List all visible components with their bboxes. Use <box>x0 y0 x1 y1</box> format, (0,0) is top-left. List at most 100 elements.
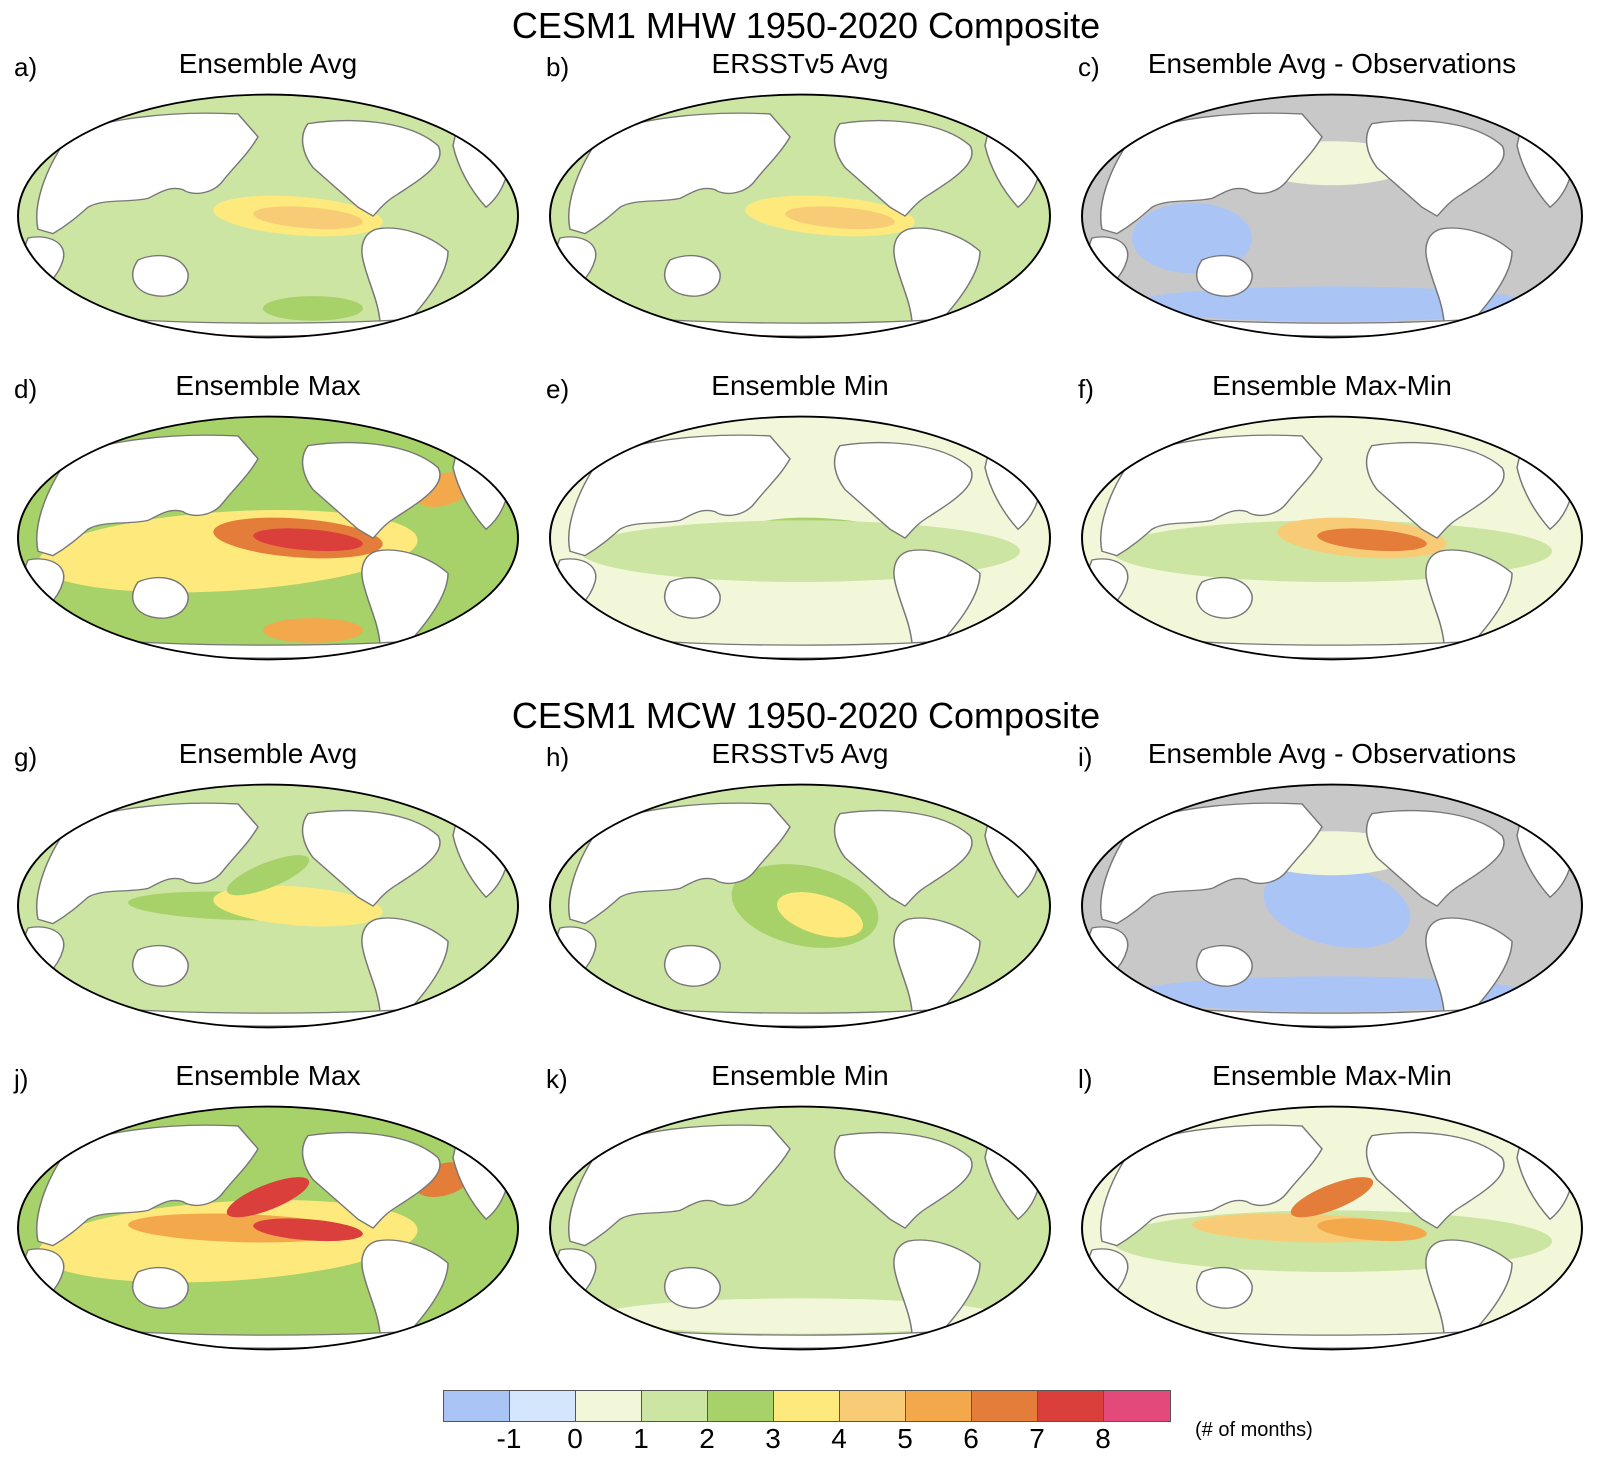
landmass <box>833 120 973 217</box>
anomaly-region-south-pacific <box>263 618 363 643</box>
panel-title: Ensemble Min <box>711 1060 889 1091</box>
mhw-section-title: CESM1 MHW 1950-2020 Composite <box>511 5 1101 46</box>
landmass <box>301 810 441 907</box>
landmass <box>22 558 65 619</box>
map-outline <box>17 93 519 339</box>
landmass <box>1365 810 1505 907</box>
landmass <box>1196 254 1253 297</box>
landmass <box>1100 434 1323 557</box>
panel-letter: c) <box>1078 52 1100 82</box>
anomaly-region-central-pacific-wedge <box>1263 864 1411 948</box>
map-panel: h) ERSSTv5 Avg <box>540 738 1060 1038</box>
panel-title: ERSSTv5 Avg <box>711 48 889 79</box>
landmass <box>664 944 721 987</box>
panel-title: ERSSTv5 Avg <box>711 738 889 769</box>
panel-title: Ensemble Avg - Observations <box>1147 48 1517 79</box>
landmass <box>554 236 597 297</box>
anomaly-region-south-pacific <box>263 296 363 321</box>
panel-title: Ensemble Max <box>175 370 361 401</box>
landmass <box>1365 442 1505 539</box>
landmass <box>132 1266 189 1309</box>
landmass <box>1196 576 1253 619</box>
landmass <box>554 1248 597 1309</box>
map-outline <box>1081 783 1583 1029</box>
world-map <box>549 93 1051 339</box>
landmass <box>554 926 597 987</box>
landmass <box>36 112 259 235</box>
map-outline <box>549 93 1051 339</box>
colorbar-tick-label: -1 <box>496 1423 522 1454</box>
colorbar-swatch <box>1104 1391 1170 1421</box>
map-panel: b) ERSSTv5 Avg <box>540 48 1060 348</box>
landmass <box>568 802 791 925</box>
anomaly-region-east-equatorial-pacific-core <box>1317 528 1427 552</box>
map-panel: d) Ensemble Max <box>8 370 528 670</box>
world-map <box>1081 783 1583 1029</box>
anomaly-region-central-pacific-wedge-core <box>777 892 863 938</box>
landmass <box>1100 802 1323 925</box>
map-outline <box>1081 93 1583 339</box>
landmass <box>36 1124 259 1247</box>
colorbar-swatch <box>1038 1391 1104 1421</box>
map-panel: a) Ensemble Avg <box>8 48 528 348</box>
panel-title: Ensemble Avg <box>178 48 358 79</box>
landmass <box>301 1132 441 1229</box>
landmass <box>1196 944 1253 987</box>
world-map <box>17 783 519 1029</box>
landmass <box>1086 1248 1129 1309</box>
landmass <box>132 944 189 987</box>
panel-letter: d) <box>14 374 38 404</box>
landmass <box>132 576 189 619</box>
colorbar-swatch <box>906 1391 972 1421</box>
landmass <box>554 558 597 619</box>
map-panel: c) Ensemble Avg - Observations <box>1072 48 1592 348</box>
colorbar-swatch <box>840 1391 906 1421</box>
panel-letter: e) <box>546 374 570 404</box>
panel-title: Ensemble Max-Min <box>1212 1060 1452 1091</box>
landmass <box>1365 1132 1505 1229</box>
colorbar-tick-label: 2 <box>699 1423 715 1454</box>
colorbar-swatch <box>708 1391 774 1421</box>
colorbar-tick-label: 6 <box>963 1423 979 1454</box>
world-map <box>1081 93 1583 339</box>
world-map <box>549 415 1051 661</box>
anomaly-region-north-pacific-arm <box>226 855 310 896</box>
landmass <box>36 802 259 925</box>
anomaly-region-east-equatorial-pacific-core <box>253 1218 363 1242</box>
world-map <box>17 93 519 339</box>
landmass <box>22 1248 65 1309</box>
colorbar-swatch <box>642 1391 708 1421</box>
landmass <box>1086 926 1129 987</box>
landmass <box>1100 1124 1323 1247</box>
colorbar <box>443 1390 1171 1422</box>
world-map <box>549 783 1051 1029</box>
anomaly-region-north-pacific-arm <box>1290 1177 1374 1218</box>
landmass <box>1100 112 1323 235</box>
colorbar-legend: -1 0 1 2 3 4 5 6 7 8 (# of months) <box>443 1390 1343 1460</box>
map-panel: k) Ensemble Min <box>540 1060 1060 1360</box>
colorbar-tick-label: 3 <box>765 1423 781 1454</box>
landmass <box>1196 1266 1253 1309</box>
panel-letter: h) <box>546 742 570 772</box>
panel-letter: b) <box>546 52 570 82</box>
colorbar-swatch <box>444 1391 510 1421</box>
landmass <box>1086 558 1129 619</box>
landmass <box>664 1266 721 1309</box>
world-map <box>17 415 519 661</box>
colorbar-swatch <box>972 1391 1038 1421</box>
landmass <box>1365 120 1505 217</box>
colorbar-tick-label: 0 <box>567 1423 583 1454</box>
colorbar-tick-label: 1 <box>633 1423 649 1454</box>
panel-title: Ensemble Max <box>175 1060 361 1091</box>
map-panel: j) Ensemble Max <box>8 1060 528 1360</box>
landmass <box>568 112 791 235</box>
map-outline <box>1081 1105 1583 1351</box>
panel-letter: k) <box>546 1064 568 1094</box>
panel-letter: f) <box>1078 374 1094 404</box>
anomaly-region-east-equatorial-pacific-core <box>785 206 895 230</box>
map-outline <box>17 783 519 1029</box>
landmass <box>833 810 973 907</box>
landmass <box>833 442 973 539</box>
map-panel: g) Ensemble Avg <box>8 738 528 1038</box>
panel-title: Ensemble Max-Min <box>1212 370 1452 401</box>
